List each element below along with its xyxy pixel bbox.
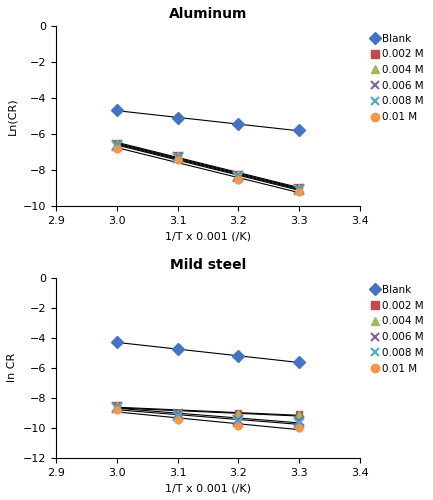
Title: Aluminum: Aluminum (169, 7, 247, 21)
X-axis label: 1/T x 0.001 (/K): 1/T x 0.001 (/K) (165, 232, 251, 241)
Y-axis label: ln CR: ln CR (7, 353, 17, 382)
Y-axis label: Ln(CR): Ln(CR) (7, 98, 17, 135)
Title: Mild steel: Mild steel (170, 258, 246, 272)
Legend: Blank, 0.002 M, 0.004 M, 0.006 M, 0.008 M, 0.01 M: Blank, 0.002 M, 0.004 M, 0.006 M, 0.008 … (368, 283, 426, 376)
Legend: Blank, 0.002 M, 0.004 M, 0.006 M, 0.008 M, 0.01 M: Blank, 0.002 M, 0.004 M, 0.006 M, 0.008 … (368, 32, 426, 124)
X-axis label: 1/T x 0.001 (/K): 1/T x 0.001 (/K) (165, 483, 251, 493)
